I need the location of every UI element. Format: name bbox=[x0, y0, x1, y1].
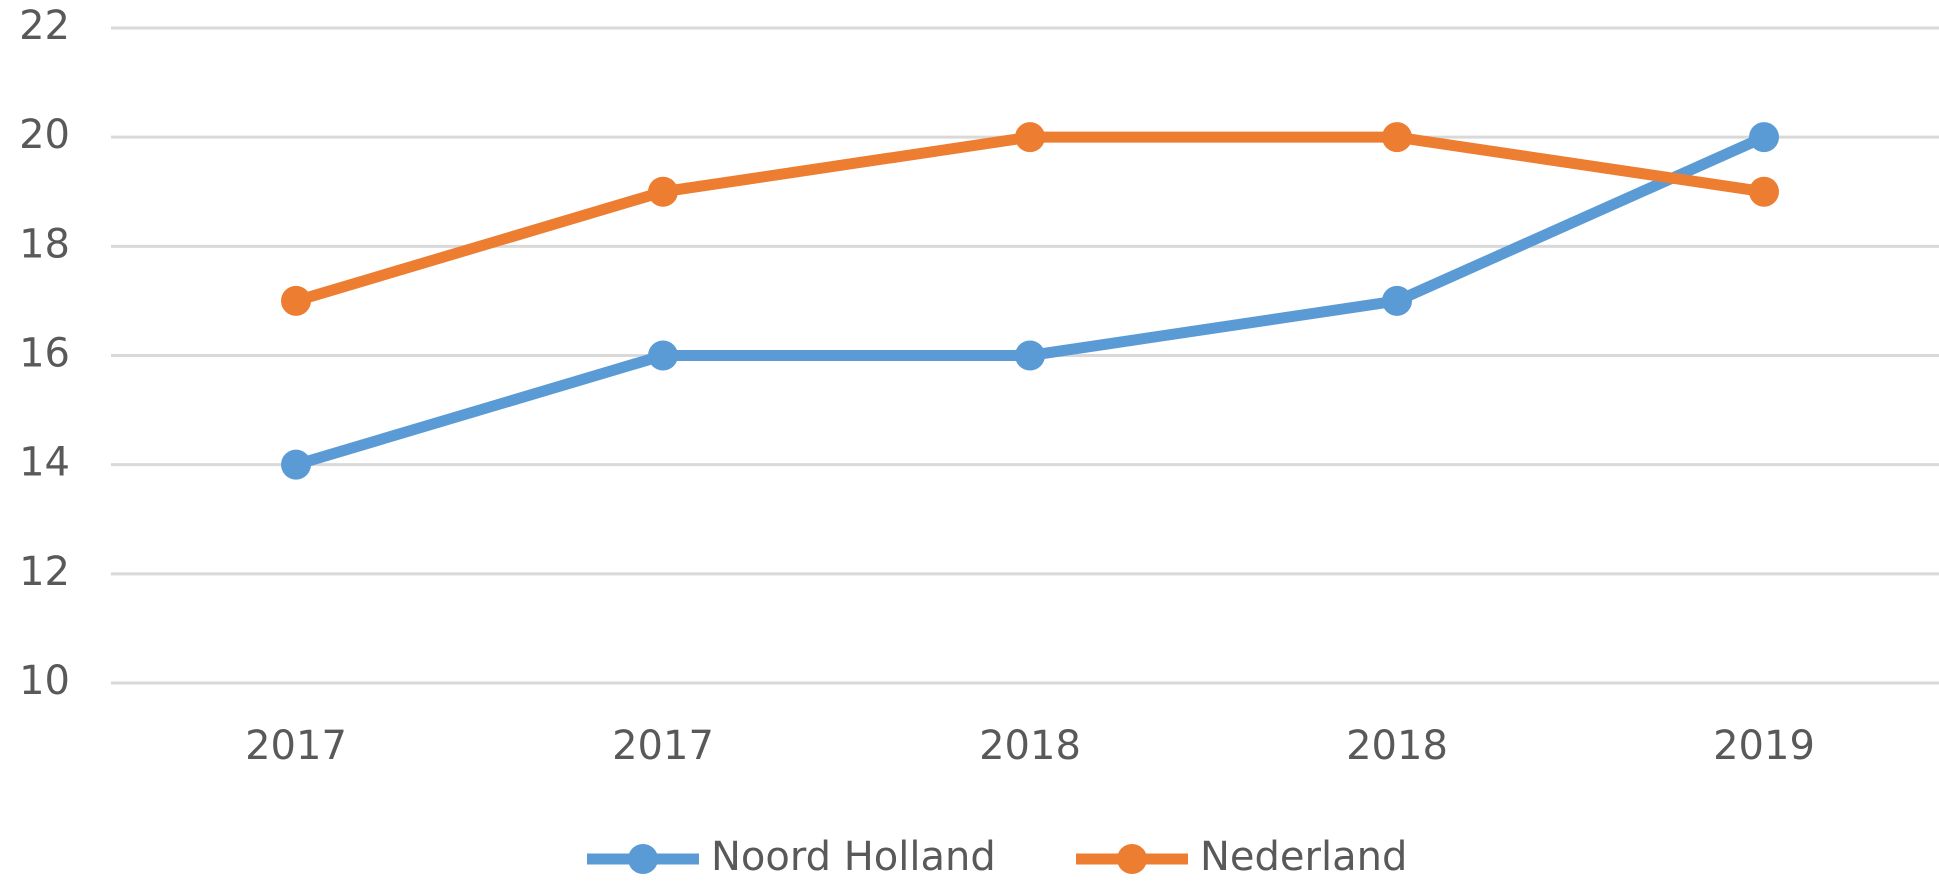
marker bbox=[281, 285, 311, 316]
marker bbox=[1015, 340, 1045, 371]
marker bbox=[1382, 285, 1412, 316]
series-line bbox=[294, 132, 1767, 470]
y-tick-label: 12 bbox=[19, 549, 70, 595]
marker bbox=[1015, 122, 1045, 153]
marker bbox=[1749, 176, 1779, 207]
y-tick-label: 20 bbox=[19, 112, 70, 158]
marker bbox=[1749, 122, 1779, 153]
y-tick-label: 10 bbox=[19, 658, 70, 704]
x-tick-label: 2017 bbox=[612, 723, 714, 769]
marker bbox=[648, 176, 678, 207]
legend-marker bbox=[628, 844, 658, 874]
y-tick-label: 14 bbox=[19, 440, 70, 486]
x-tick-label: 2018 bbox=[979, 723, 1081, 769]
series-line bbox=[294, 131, 1765, 307]
marker bbox=[281, 449, 311, 480]
y-tick-label: 22 bbox=[19, 3, 70, 49]
x-tick-label: 2019 bbox=[1713, 723, 1815, 769]
legend-marker bbox=[1117, 844, 1147, 874]
x-tick-label: 2017 bbox=[245, 723, 347, 769]
x-tick-label: 2018 bbox=[1346, 723, 1448, 769]
y-tick-label: 16 bbox=[19, 331, 70, 377]
y-tick-label: 18 bbox=[19, 221, 70, 267]
legend-label: Noord Holland bbox=[711, 834, 996, 880]
marker bbox=[648, 340, 678, 371]
legend-label: Nederland bbox=[1200, 834, 1407, 880]
marker bbox=[1382, 122, 1412, 153]
